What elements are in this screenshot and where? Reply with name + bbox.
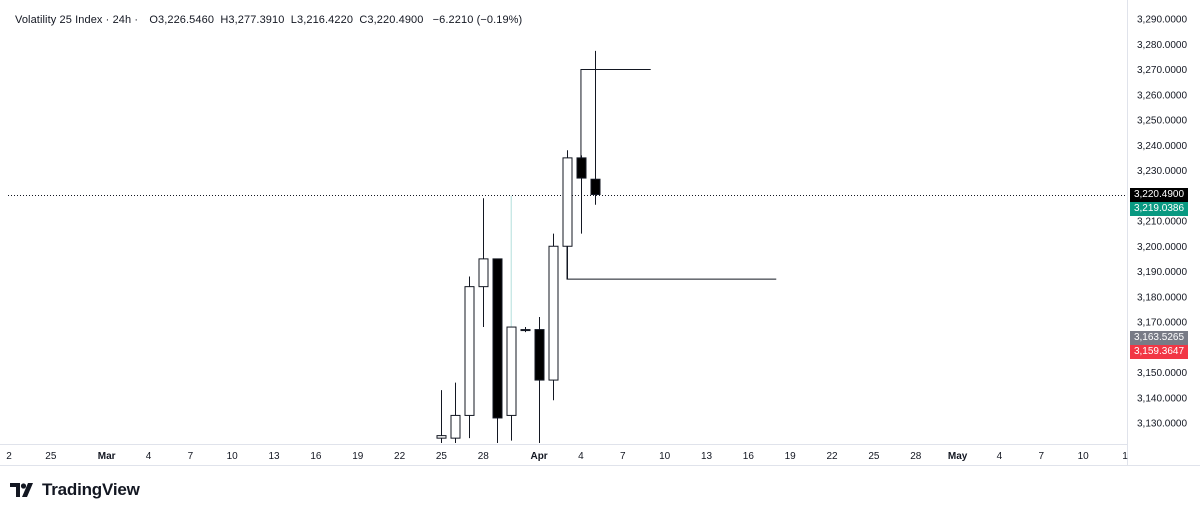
candle <box>548 233 559 401</box>
price-tag-teal: 3,219.0386 <box>1130 201 1188 216</box>
price-tick-label: 3,190.0000 <box>1137 267 1187 278</box>
time-tick-label: 2 <box>6 451 12 462</box>
time-tick-label: 7 <box>620 451 626 462</box>
candle <box>450 382 461 443</box>
time-tick-label: 28 <box>478 451 490 462</box>
price-tick-label: 3,250.0000 <box>1137 116 1187 127</box>
last-price-tag: 3,220.4900 <box>1130 187 1188 202</box>
price-tag-red: 3,159.3647 <box>1130 345 1188 360</box>
price-tag-gray: 3,163.5265 <box>1130 331 1188 346</box>
candle-body-bullish <box>450 414 461 439</box>
high-label: H <box>220 14 229 26</box>
close-value: 3,220.4900 <box>367 14 424 26</box>
tradingview-logo-icon <box>10 483 33 497</box>
time-tick-label: 7 <box>1039 451 1045 462</box>
price-tick-label: 3,280.0000 <box>1137 40 1187 51</box>
price-tick-label: 3,240.0000 <box>1137 141 1187 152</box>
candle <box>492 258 503 443</box>
time-tick-label: 10 <box>227 451 239 462</box>
time-tick-label: 4 <box>146 451 152 462</box>
time-tick-label: 19 <box>352 451 364 462</box>
candle-body-bullish <box>464 286 475 416</box>
candle-body-bearish <box>534 329 545 381</box>
candle-body-bearish <box>576 157 587 179</box>
price-tick-label: 3,130.0000 <box>1137 419 1187 430</box>
time-tick-label: Mar <box>98 451 116 462</box>
price-tick-label: 3,140.0000 <box>1137 393 1187 404</box>
candle <box>534 316 545 443</box>
price-tick-label: 3,180.0000 <box>1137 292 1187 303</box>
high-value: 3,277.3910 <box>228 14 285 26</box>
candle-body-bearish <box>590 178 601 196</box>
time-tick-label: Apr <box>530 451 547 462</box>
upper-bracket-drawing <box>580 69 651 158</box>
time-tick-label: 22 <box>826 451 838 462</box>
candle-body-bullish <box>478 258 489 288</box>
time-tick-label: 4 <box>578 451 584 462</box>
low-value: 3,216.4220 <box>297 14 354 26</box>
time-tick-label: 13 <box>701 451 713 462</box>
time-tick-label: 25 <box>868 451 880 462</box>
price-chart[interactable]: 3,130.00003,140.00003,150.00003,160.0000… <box>0 0 1200 466</box>
candle <box>590 50 601 205</box>
candle <box>562 150 573 280</box>
time-tick-label: 16 <box>743 451 755 462</box>
time-tick-label: May <box>948 451 968 462</box>
candle <box>464 276 475 439</box>
time-tick-label: 19 <box>785 451 797 462</box>
tradingview-logo[interactable]: TradingView <box>10 480 140 500</box>
time-axis[interactable]: 2 25 Mar 4 7 10 13 16 19 22 25 28 Apr 4 7 10 13 16 19 22 25 2… <box>6 451 1128 462</box>
tradingview-logo-text: TradingView <box>42 480 140 499</box>
open-value: 3,226.5460 <box>157 14 215 26</box>
candle <box>478 198 489 328</box>
price-tick-label: 3,230.0000 <box>1137 166 1187 177</box>
price-tick-label: 3,290.0000 <box>1137 15 1187 26</box>
chart-frame: 3,130.00003,140.00003,150.00003,160.0000… <box>0 0 1200 466</box>
ohlc-legend: Volatility 25 Index · 24h · O3,226.5460 … <box>15 14 522 26</box>
price-tick-label: 3,260.0000 <box>1137 90 1187 101</box>
price-tick-label: 3,150.0000 <box>1137 368 1187 379</box>
time-tick-label: 25 <box>45 451 57 462</box>
lower-bracket-drawing <box>566 246 777 280</box>
price-tick-label: 3,200.0000 <box>1137 242 1187 253</box>
candle-body-bullish <box>562 157 573 247</box>
open-label: O <box>149 14 158 26</box>
low-label: L <box>290 14 297 26</box>
symbol-title[interactable]: Volatility 25 Index · 24h · <box>15 14 139 26</box>
candle <box>436 390 447 443</box>
time-tick-label: 10 <box>1078 451 1090 462</box>
price-axis[interactable]: 3,130.00003,140.00003,150.00003,160.0000… <box>1137 15 1187 430</box>
time-tick-label: 1 <box>1122 451 1128 462</box>
time-tick-label: 7 <box>188 451 194 462</box>
change-value: −6.2210 (−0.19%) <box>432 14 523 26</box>
candle <box>520 327 531 333</box>
candle-body-bullish <box>520 329 531 332</box>
time-tick-label: 22 <box>394 451 406 462</box>
candle-body-bullish <box>548 245 559 381</box>
price-tick-label: 3,170.0000 <box>1137 318 1187 329</box>
time-tick-label: 10 <box>659 451 671 462</box>
candle-body-bullish <box>436 435 447 439</box>
price-tick-label: 3,270.0000 <box>1137 65 1187 76</box>
time-tick-label: 13 <box>268 451 280 462</box>
plot-area[interactable] <box>0 0 1200 466</box>
candle <box>576 155 587 234</box>
candle-body-bullish <box>506 326 517 416</box>
time-tick-label: 4 <box>997 451 1003 462</box>
time-tick-label: 16 <box>310 451 322 462</box>
close-label: C <box>359 14 368 26</box>
time-tick-label: 25 <box>436 451 448 462</box>
candle <box>506 326 517 441</box>
time-tick-label: 28 <box>910 451 922 462</box>
candle-body-bearish <box>492 258 503 419</box>
price-tick-label: 3,210.0000 <box>1137 217 1187 228</box>
